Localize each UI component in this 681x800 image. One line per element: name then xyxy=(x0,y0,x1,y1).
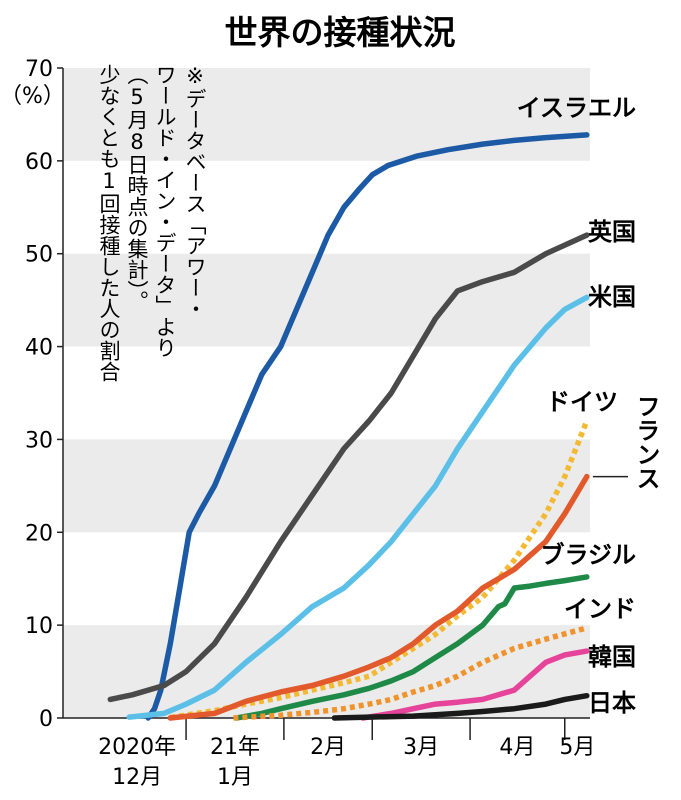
note-line: ※データベース「アワー・ xyxy=(183,64,207,319)
series-line xyxy=(126,294,590,720)
series-label: ドイツ xyxy=(546,388,618,416)
grid-bands xyxy=(63,68,590,718)
x-tick-label: 4月 xyxy=(499,735,535,760)
note-line: ワールド・イン・データ」より xyxy=(153,64,177,358)
x-tick-label: 2020年 xyxy=(98,735,176,760)
grid-band xyxy=(63,68,590,161)
series-label: 英国 xyxy=(588,218,636,246)
y-tick-label: 60 xyxy=(25,150,53,175)
series-line xyxy=(233,574,590,721)
series-line xyxy=(233,625,588,721)
y-axis-unit: （%） xyxy=(0,84,65,109)
note-line: （5月8日時点の集計）。 xyxy=(125,64,149,312)
x-tick-label: 21年 xyxy=(210,735,260,760)
source-note: ※データベース「アワー・ワールド・イン・データ」より（5月8日時点の集計）。少な… xyxy=(97,64,207,382)
y-axis: 0 10 20 30 40 50 60 70 xyxy=(25,57,64,732)
x-tick-label: 12月 xyxy=(112,765,162,790)
y-tick-label: 70 xyxy=(25,57,53,82)
x-tick-label: 3月 xyxy=(403,735,439,760)
grid-band xyxy=(63,439,590,533)
chart-title: 世界の接種状況 xyxy=(225,13,456,52)
series-label: 韓国 xyxy=(588,643,636,671)
series-line xyxy=(360,648,590,721)
grid-band xyxy=(63,253,590,347)
y-tick-label: 40 xyxy=(25,336,53,361)
x-axis: 2020年 12月 21年 1月 2月 3月 4月 5月 xyxy=(63,717,595,790)
series-label: 米国 xyxy=(588,283,636,311)
series-label: ブラジル xyxy=(540,541,636,569)
series-label: インド xyxy=(564,595,636,623)
note-line: 少なくとも1回接種した人の割合 xyxy=(97,64,121,382)
series-line xyxy=(169,419,590,721)
y-tick-label: 20 xyxy=(25,521,53,546)
y-tick-label: 0 xyxy=(39,707,53,732)
series-label: 日本 xyxy=(588,689,636,717)
series-label: イスラエル xyxy=(517,94,636,122)
series-lines xyxy=(107,132,590,721)
y-tick-label: 30 xyxy=(25,428,53,453)
series-line xyxy=(167,473,590,721)
series-line xyxy=(331,692,590,721)
y-tick-label: 10 xyxy=(25,614,53,639)
grid-band xyxy=(63,625,590,718)
series-line xyxy=(145,132,590,721)
series-line xyxy=(107,232,590,703)
series-label: フランス xyxy=(632,394,660,490)
x-tick-label: 2月 xyxy=(310,735,346,760)
y-tick-label: 50 xyxy=(25,243,53,268)
x-tick-label: 1月 xyxy=(217,765,253,790)
x-tick-label: 5月 xyxy=(559,735,595,760)
